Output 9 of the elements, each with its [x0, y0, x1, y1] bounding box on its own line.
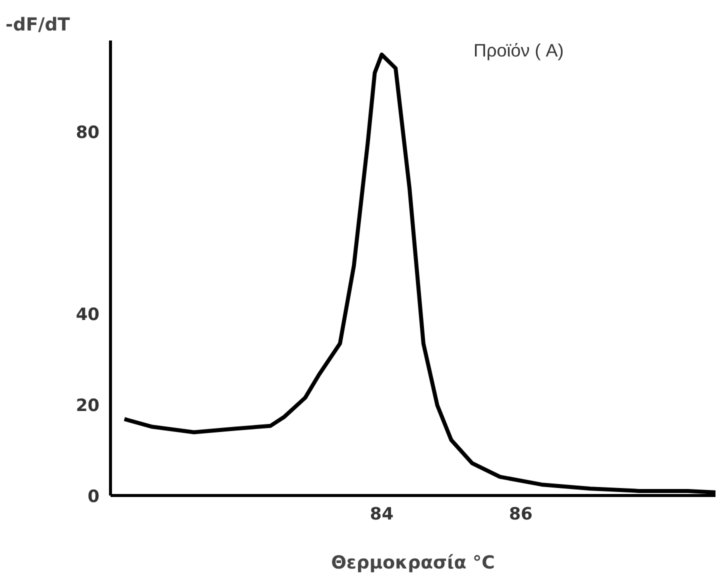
y-tick-label: 20 — [76, 396, 100, 416]
x-tick-label: 84 — [370, 504, 394, 524]
x-tick-label: 86 — [508, 504, 533, 524]
x-axis-title: Θερμοκρασία °C — [331, 552, 495, 574]
y-tick-label: 40 — [76, 305, 100, 325]
y-axis-title: -dF/dT — [6, 14, 71, 36]
y-tick-label: 0 — [88, 487, 100, 507]
y-tick-label: 80 — [76, 123, 100, 143]
annotation: Προϊόν ( A) — [474, 40, 564, 60]
